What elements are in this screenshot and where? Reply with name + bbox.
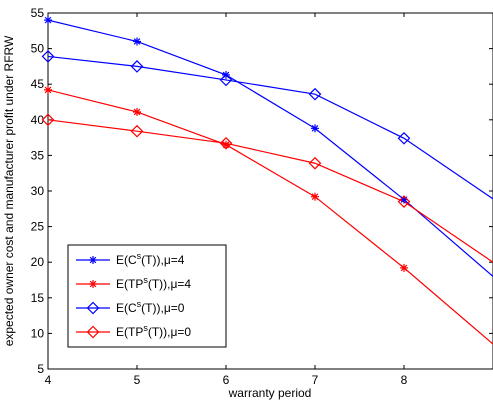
legend-marker — [86, 301, 100, 315]
marker-layer — [41, 16, 411, 272]
y-axis-ticks: 5 10 15 20 25 30 35 40 45 50 55 — [31, 6, 493, 376]
data-point-marker — [130, 124, 144, 138]
data-point-marker — [133, 107, 141, 116]
data-point-marker — [44, 85, 52, 94]
y-axis-label: expected owner cost and manufacturer pro… — [2, 35, 16, 346]
y-tick-label: 20 — [31, 255, 45, 269]
x-tick-label: 8 — [401, 373, 408, 387]
data-point-marker — [308, 156, 322, 170]
data-point-marker — [308, 87, 322, 101]
data-point-marker — [397, 195, 411, 209]
data-point-marker — [130, 60, 144, 73]
y-tick-label: 15 — [31, 291, 45, 305]
x-tick-label: 6 — [223, 373, 230, 387]
series-layer — [48, 19, 493, 345]
data-point-marker — [133, 37, 141, 46]
data-point-marker — [397, 131, 411, 145]
data-point-marker — [311, 192, 319, 201]
data-point-marker — [41, 113, 55, 127]
y-tick-label: 25 — [31, 220, 45, 234]
legend-label: E(Cs(T)),μ=4 — [116, 251, 185, 267]
series-line-4 — [48, 119, 493, 263]
legend-label: E(Cs(T)),μ=0 — [116, 299, 185, 315]
legend-marker — [89, 256, 97, 264]
x-axis-ticks: 4 5 6 7 8 — [45, 13, 408, 387]
x-axis-label: warranty period — [228, 386, 312, 400]
legend: E(Cs(T)),μ=4 E(TPs(T)),μ=4 E(Cs(T)),μ=0 E(T… — [67, 244, 227, 348]
y-tick-label: 55 — [31, 6, 45, 20]
y-tick-label: 35 — [31, 148, 45, 162]
data-point-marker — [219, 73, 233, 87]
legend-label: E(TPs(T)),μ=0 — [116, 323, 191, 339]
data-point-marker — [44, 16, 52, 25]
series-line-2 — [48, 89, 493, 345]
legend-marker — [89, 280, 97, 288]
data-point-marker — [41, 50, 55, 63]
x-tick-label: 7 — [312, 373, 319, 387]
x-tick-label: 4 — [45, 373, 52, 387]
x-tick-label: 5 — [134, 373, 141, 387]
y-tick-label: 10 — [31, 326, 45, 340]
series-line-3 — [48, 55, 493, 200]
legend-label: E(TPs(T)),μ=4 — [116, 275, 191, 291]
y-tick-label: 5 — [37, 362, 44, 376]
y-tick-label: 50 — [31, 42, 45, 56]
y-tick-label: 45 — [31, 77, 45, 91]
legend-marker — [86, 325, 100, 339]
data-point-marker — [222, 140, 230, 149]
data-point-marker — [219, 136, 233, 150]
data-point-marker — [400, 263, 408, 272]
y-tick-label: 30 — [31, 184, 45, 198]
data-point-marker — [311, 124, 319, 133]
y-tick-label: 40 — [31, 113, 45, 127]
